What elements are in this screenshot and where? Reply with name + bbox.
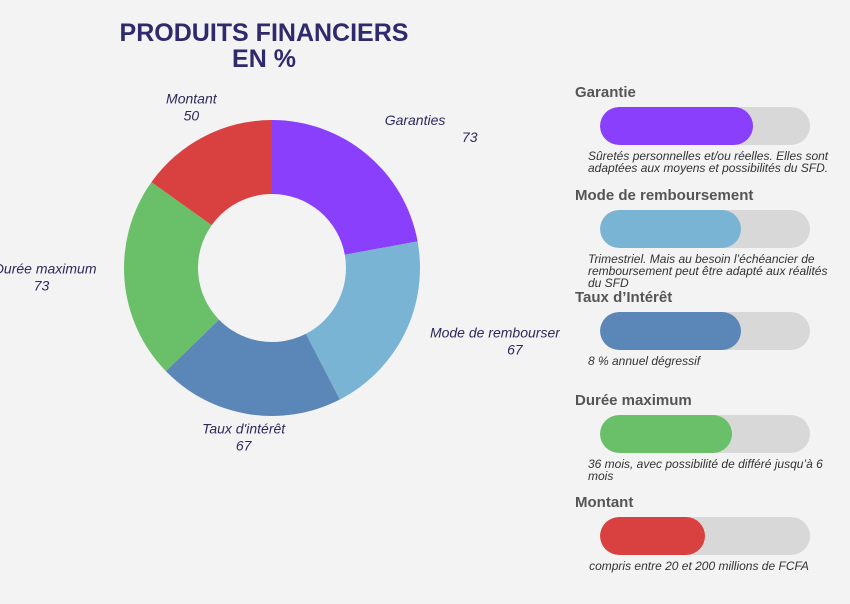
progress-bar	[600, 312, 741, 350]
slice-value: 67	[236, 438, 253, 454]
slice-label: Montant	[166, 91, 218, 107]
slice-label: Mode de remboursement	[430, 325, 560, 341]
progress-item: Durée maximum 36 mois, avec possibilité d…	[575, 392, 845, 492]
progress-item: Taux d’Intérêt 8 % annuel dégressif	[575, 289, 845, 389]
progress-bar	[600, 414, 733, 453]
chart-title: PRODUITS FINANCIERS EN %	[119, 19, 409, 73]
slice-value: 73	[34, 277, 50, 293]
progress-bar	[600, 517, 705, 555]
donut-slice	[165, 319, 340, 416]
progress-heading: Durée maximum	[575, 391, 692, 409]
slice-label: Garanties	[385, 112, 446, 128]
progress-heading: Mode de remboursement	[575, 186, 754, 204]
progress-track	[600, 517, 810, 555]
progress-description: 8 % annuel dégressif	[588, 354, 701, 368]
progress-description: Sûretés personnelles et/ou réelles. Elle…	[588, 149, 829, 175]
progress-track	[600, 414, 810, 453]
progress-item: Mode de remboursement Trimestriel. Mais a…	[575, 186, 845, 290]
slice-value: 73	[462, 129, 478, 145]
slice-value: 50	[184, 108, 200, 124]
progress-description: Trimestriel. Mais au besoin l’échéancier…	[588, 251, 828, 290]
progress-heading: Taux d’Intérêt	[575, 289, 673, 306]
progress-bar	[600, 107, 754, 145]
progress-track	[600, 107, 810, 145]
progress-heading: Garantie	[575, 84, 636, 101]
donut-slice	[123, 182, 219, 372]
progress-track	[600, 209, 810, 248]
progress-description: 36 mois, avec possibilité de différé jus…	[588, 456, 823, 483]
progress-track	[600, 312, 810, 350]
donut-slice	[272, 120, 418, 255]
progress-description: compris entre 20 et 200 millions de FCFA	[589, 559, 809, 573]
donut-slice	[151, 120, 272, 226]
progress-item: Montant compris entre 20 et 200 millions …	[575, 494, 845, 594]
progress-heading: Montant	[575, 494, 634, 511]
donut-slice	[305, 241, 420, 400]
progress-bar	[600, 209, 741, 248]
slice-label: Durée maximum	[0, 260, 97, 276]
progress-item: Garantie Sûretés personnelles et/ou réell…	[575, 84, 845, 184]
slice-value: 67	[507, 342, 524, 358]
slice-label: Taux d'intérêt	[202, 421, 286, 437]
